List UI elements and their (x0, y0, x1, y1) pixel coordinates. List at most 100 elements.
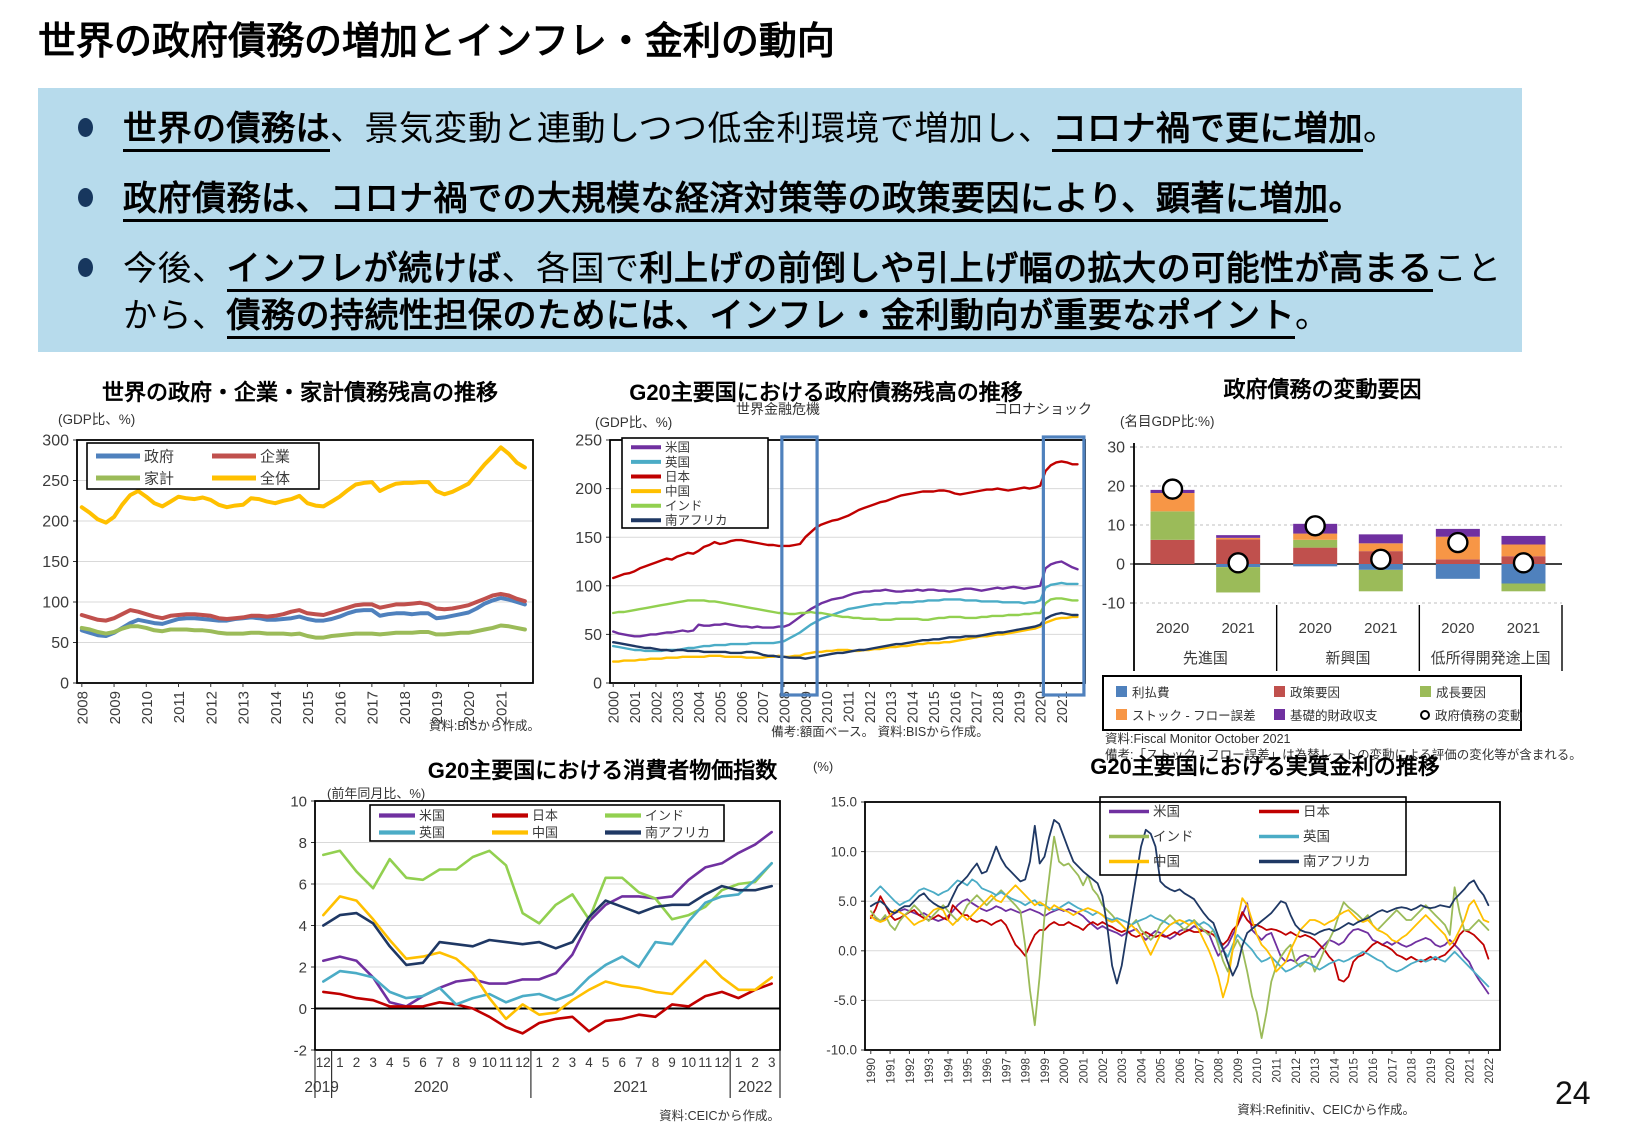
real-rates-chart-canvas: -10.0 -5.0 0.0 5.0 10.0 15.0 1990 1991 1992 1993 1… (826, 795, 1501, 1084)
svg-text:2007: 2007 (1194, 1058, 1206, 1084)
svg-text:7: 7 (436, 1055, 444, 1070)
svg-text:2017: 2017 (1387, 1058, 1399, 1084)
color-swatch-icon (1274, 686, 1285, 697)
svg-text:150: 150 (42, 554, 69, 571)
svg-text:2008: 2008 (1214, 1058, 1226, 1084)
chart-source: 資料:CEICから作成。 (659, 1109, 780, 1123)
svg-text:2: 2 (751, 1055, 759, 1070)
chart-note: 備考:「ストック - フロー誤差」は為替レートの変動による評価の変化等が含まれる… (1105, 748, 1582, 762)
bullet-item: 今後、インフレが続けば、各国で利上げの前倒しや引上げ幅の拡大の可能性が高まること… (64, 246, 1508, 340)
svg-text:2021: 2021 (613, 1079, 647, 1096)
svg-text:米国: 米国 (665, 441, 690, 455)
svg-text:2022: 2022 (738, 1079, 772, 1096)
legend-label: 政策要因 (1290, 686, 1341, 700)
svg-text:1993: 1993 (924, 1058, 936, 1084)
svg-text:2004: 2004 (692, 691, 708, 723)
svg-text:50: 50 (51, 635, 69, 652)
svg-text:8: 8 (299, 835, 307, 852)
chart-debt-factors: 政府債務の変動要因 (名目GDP比:%) -10 0 10 20 30 先進国 2020 20… (1080, 372, 1625, 777)
svg-text:2017: 2017 (970, 691, 986, 723)
svg-text:2004: 2004 (1136, 1057, 1148, 1083)
svg-text:2001: 2001 (1078, 1058, 1090, 1084)
color-swatch-icon (1274, 709, 1285, 720)
svg-text:5.0: 5.0 (838, 894, 857, 909)
svg-text:3: 3 (369, 1055, 377, 1070)
svg-text:2022: 2022 (1484, 1058, 1496, 1084)
svg-text:2007: 2007 (756, 691, 772, 723)
svg-text:1994: 1994 (943, 1057, 955, 1083)
legend-item: 基礎的財政収支 (1274, 705, 1420, 724)
svg-text:1999: 1999 (1040, 1058, 1052, 1084)
svg-text:中国: 中国 (1153, 854, 1180, 869)
svg-text:0: 0 (299, 1001, 307, 1018)
svg-text:2018: 2018 (1407, 1058, 1419, 1084)
svg-text:中国: 中国 (665, 483, 690, 498)
svg-text:2005: 2005 (1156, 1058, 1168, 1084)
chart-title: 世界の政府・企業・家計債務残高の推移 (101, 380, 498, 405)
svg-text:2013: 2013 (884, 691, 900, 723)
chart-real-rates: G20主要国における実質金利の推移 (%) -10.0 -5.0 0.0 5.0 10.… (795, 733, 1585, 1125)
bullet-text: 政府債務は、コロナ禍での大規模な経済対策等の政策要因により、顕著に増加。 (123, 176, 1363, 223)
svg-text:2020: 2020 (1441, 620, 1474, 637)
color-swatch-icon (1420, 686, 1431, 697)
bullet-text: 世界の債務は、景気変動と連動しつつ低金利環境で増加し、コロナ禍で更に増加。 (123, 106, 1397, 153)
svg-text:全体: 全体 (260, 469, 290, 487)
svg-text:1991: 1991 (885, 1058, 897, 1084)
svg-text:10: 10 (290, 793, 307, 810)
svg-text:中国: 中国 (532, 825, 558, 840)
svg-text:南アフリカ: 南アフリカ (645, 825, 710, 840)
svg-text:2005: 2005 (713, 691, 729, 723)
legend-item: 利払費 (1116, 682, 1274, 701)
svg-text:6: 6 (618, 1055, 626, 1070)
legend-label: 成長要因 (1436, 686, 1487, 700)
legend-item: ストック - フロー誤差 (1116, 705, 1274, 724)
svg-text:2019: 2019 (1012, 691, 1028, 723)
annotation-gfc: 世界金融危機 (736, 401, 820, 417)
svg-text:1: 1 (735, 1055, 743, 1070)
svg-text:2016: 2016 (948, 691, 964, 723)
svg-text:1992: 1992 (905, 1058, 917, 1084)
svg-text:10.0: 10.0 (831, 844, 857, 859)
legend-item: 政策要因 (1274, 682, 1420, 701)
axis-unit-label: (名目GDP比:%) (1120, 414, 1215, 429)
svg-text:8: 8 (652, 1055, 660, 1070)
bullet-icon (78, 118, 93, 137)
svg-text:2018: 2018 (397, 691, 414, 724)
svg-text:2019: 2019 (304, 1079, 338, 1096)
svg-text:1995: 1995 (963, 1058, 975, 1084)
svg-text:4: 4 (299, 918, 307, 935)
svg-text:2014: 2014 (268, 691, 285, 724)
svg-text:0: 0 (1116, 557, 1125, 574)
svg-text:250: 250 (575, 433, 602, 450)
svg-text:10: 10 (1107, 518, 1125, 535)
bullet-icon (78, 188, 93, 207)
svg-text:2019: 2019 (1426, 1058, 1438, 1084)
svg-text:2009: 2009 (1233, 1058, 1245, 1084)
svg-text:2011: 2011 (171, 691, 188, 723)
svg-text:英国: 英国 (1303, 828, 1330, 844)
svg-text:日本: 日本 (1303, 804, 1331, 819)
svg-text:2016: 2016 (1368, 1058, 1380, 1084)
chart-world-debt: 世界の政府・企業・家計債務残高の推移 (GDP比、%) 0 50 100 150 200… (40, 375, 560, 750)
svg-text:5: 5 (602, 1055, 610, 1070)
chart-title: G20主要国における消費者物価指数 (427, 758, 778, 783)
svg-text:2018: 2018 (991, 691, 1007, 723)
svg-text:12: 12 (515, 1055, 530, 1070)
svg-text:2008: 2008 (777, 691, 793, 723)
summary-box: 世界の債務は、景気変動と連動しつつ低金利環境で増加し、コロナ禍で更に増加。 政府債… (38, 88, 1522, 352)
svg-text:2015: 2015 (300, 691, 317, 724)
legend-label: 利払費 (1132, 686, 1170, 700)
svg-text:2002: 2002 (1098, 1058, 1110, 1084)
svg-text:15.0: 15.0 (831, 795, 857, 810)
svg-text:インド: インド (1153, 829, 1194, 844)
svg-text:200: 200 (575, 481, 602, 498)
svg-text:2020: 2020 (414, 1079, 449, 1096)
chart-g20-gov-debt: G20主要国における政府債務残高の推移 (GDP比、%) 世界金融危機 コロナシ… (565, 375, 1092, 750)
svg-text:2010: 2010 (820, 691, 836, 723)
svg-text:2009: 2009 (799, 691, 815, 723)
svg-text:100: 100 (42, 595, 69, 612)
chart-cpi: G20主要国における消費者物価指数 (前年同月比、%) -2 0 2 4 6 8 10 12 1… (285, 733, 790, 1125)
svg-text:2006: 2006 (1175, 1058, 1187, 1084)
svg-text:南アフリカ: 南アフリカ (1303, 854, 1371, 869)
